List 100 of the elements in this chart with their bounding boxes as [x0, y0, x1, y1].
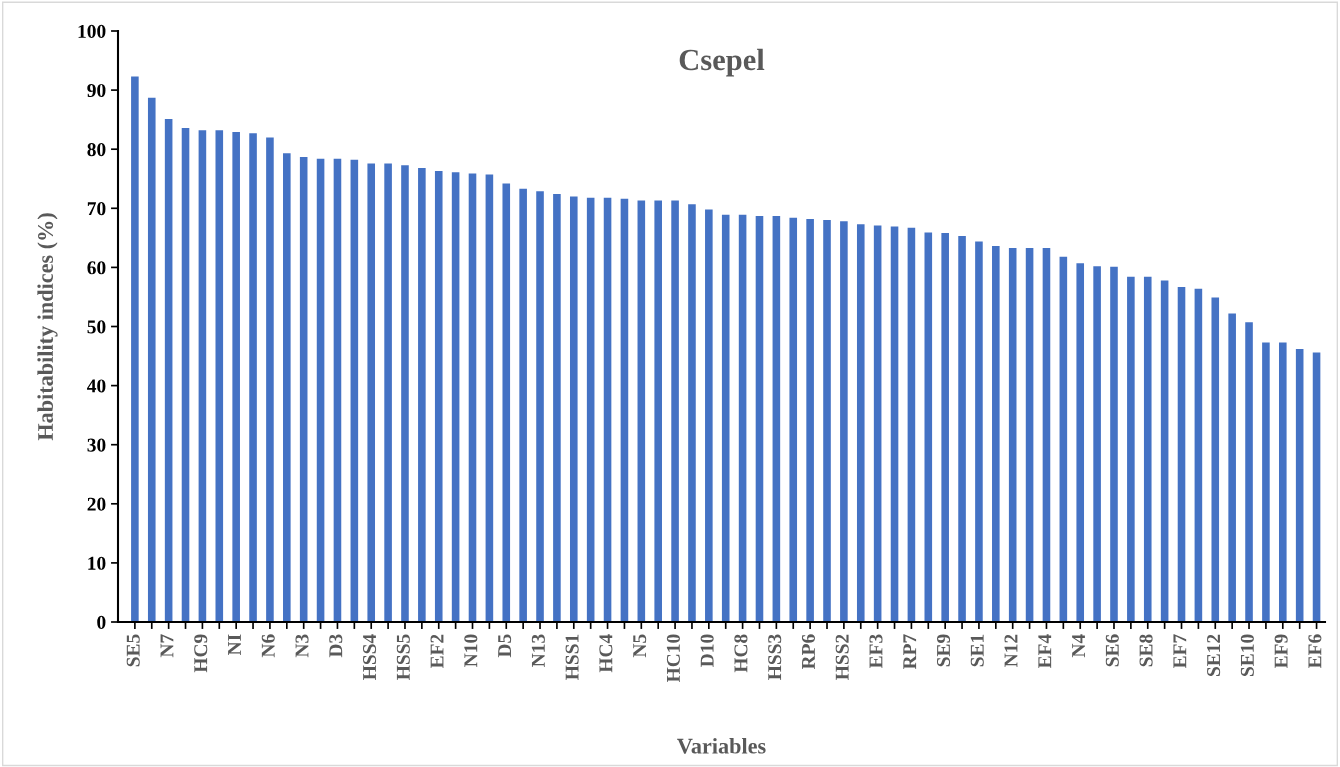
y-tick-label: 40 [87, 379, 106, 393]
bar [384, 163, 392, 622]
bar [789, 217, 798, 622]
x-tick-label: RP7 [903, 634, 917, 670]
bar [1008, 247, 1017, 622]
bar [688, 204, 696, 622]
bar [755, 215, 764, 622]
x-tick-label: HC9 [194, 634, 208, 673]
x-tick-label: RP6 [801, 634, 815, 670]
bar [333, 158, 342, 622]
bar [1245, 322, 1253, 622]
bar [536, 191, 544, 622]
text: Csepel [679, 48, 765, 77]
bar [890, 226, 899, 622]
bar [1279, 342, 1287, 622]
bar [738, 214, 747, 622]
x-tick-label: N13 [531, 634, 545, 667]
bar [215, 130, 224, 622]
bar [856, 224, 865, 622]
bar [164, 119, 173, 622]
x-tick-label: EF9 [1274, 634, 1288, 669]
x-tick-label: N5 [633, 634, 647, 658]
bar [924, 232, 933, 622]
x-tick-label: HC10 [666, 634, 680, 683]
x-tick-label: HSS3 [768, 634, 782, 680]
bar [519, 188, 527, 622]
bar [941, 233, 949, 622]
y-tick-label: 100 [78, 24, 106, 38]
bar [1059, 256, 1068, 622]
y-tick-label: 80 [87, 143, 106, 157]
bar [975, 241, 983, 622]
bar [1211, 297, 1220, 622]
x-tick-label: EF4 [1038, 634, 1052, 669]
bar [721, 214, 730, 622]
bar [434, 171, 443, 622]
x-tick-label: HC8 [734, 634, 748, 673]
x-tick-label: N4 [1072, 634, 1085, 658]
bar [266, 137, 274, 622]
bar [299, 156, 308, 622]
bar [840, 221, 848, 622]
bar [249, 133, 257, 622]
bar [1228, 313, 1236, 622]
x-tick-label: EF2 [430, 634, 444, 669]
bar [147, 97, 156, 622]
x-tick-label: NI [228, 634, 241, 656]
bar [586, 197, 595, 622]
x-tick-label: D10 [700, 634, 714, 667]
bar [569, 196, 578, 622]
x-tick-label: EF7 [1173, 634, 1187, 669]
bar [1076, 263, 1085, 622]
bar [283, 153, 291, 622]
y-tick-label: 60 [87, 261, 106, 275]
bar [553, 194, 561, 622]
bar [1177, 286, 1186, 622]
y-tick-label: 0 [97, 615, 106, 629]
x-tick-label: SE9 [936, 634, 951, 667]
x-tick-label: HSS5 [396, 634, 410, 680]
bar [958, 236, 966, 622]
bar [485, 174, 494, 622]
bar [992, 246, 1000, 622]
y-tick-label: 20 [87, 497, 106, 511]
x-tick-label: D5 [498, 634, 512, 658]
bar [637, 200, 646, 622]
x-tick-label: SE12 [1207, 634, 1221, 676]
bar [232, 132, 240, 622]
x-tick-label: HSS1 [565, 634, 579, 680]
bar [1194, 288, 1203, 622]
bar [705, 209, 713, 622]
bar [671, 200, 679, 622]
bar [350, 159, 359, 622]
x-tick-label: SE8 [1139, 634, 1153, 667]
bar [316, 158, 325, 622]
bar [603, 197, 612, 622]
bar [1093, 266, 1101, 622]
x-tick-label: D3 [329, 634, 343, 658]
x-tick-label: HC4 [599, 634, 613, 673]
x-tick-label: N3 [295, 634, 309, 658]
bar [1143, 276, 1152, 622]
bar [181, 127, 190, 622]
bar [401, 165, 409, 622]
y-tick-label: 10 [88, 556, 106, 570]
bar [367, 163, 376, 622]
bar [418, 168, 426, 622]
x-tick-label: EF6 [1308, 634, 1322, 669]
bar [1042, 247, 1051, 622]
y-tick-label: 30 [87, 438, 106, 452]
bar [1312, 352, 1321, 622]
x-tick-label: EF3 [869, 634, 883, 669]
bar [806, 218, 814, 622]
x-tick-label: HSS4 [363, 634, 377, 680]
bar [1110, 266, 1118, 622]
x-tick-label: SE5 [126, 634, 140, 667]
x-tick-label: HSS2 [835, 634, 849, 680]
x-tick-label: SE1 [970, 634, 984, 667]
bar [502, 183, 511, 622]
bar [1262, 342, 1270, 622]
bar [823, 220, 831, 622]
y-axis-title: Habitability indices (%) [37, 213, 58, 441]
y-tick-label: 90 [87, 83, 106, 98]
bar [1025, 247, 1034, 622]
